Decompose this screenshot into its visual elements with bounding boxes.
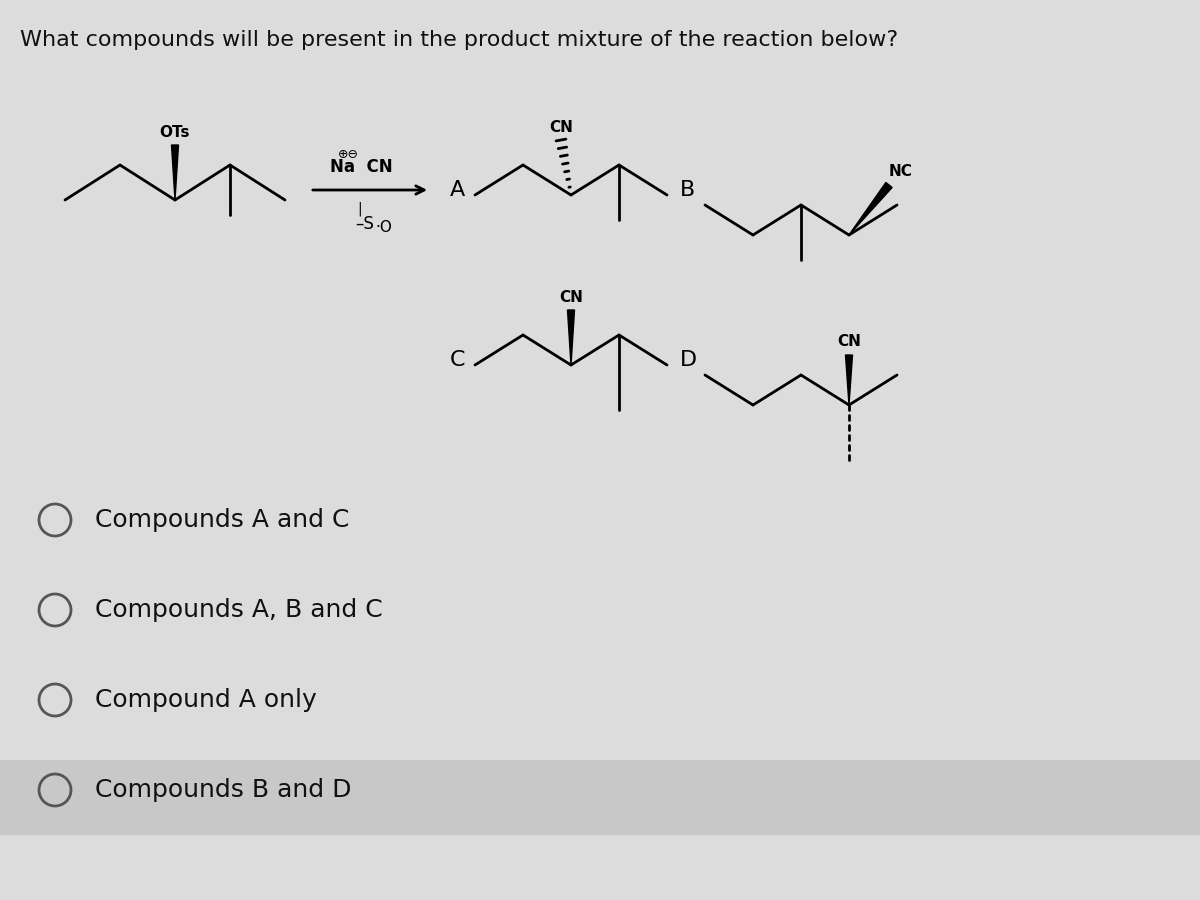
Text: B: B [680,180,695,200]
Text: A: A [450,180,466,200]
Text: Compounds B and D: Compounds B and D [95,778,352,802]
Text: OTs: OTs [160,125,191,140]
Polygon shape [846,355,852,405]
Text: CN: CN [559,290,583,305]
Polygon shape [850,183,892,235]
Text: CN: CN [550,120,572,135]
Text: Na  CN: Na CN [330,158,392,176]
Text: CN: CN [838,334,860,349]
Text: What compounds will be present in the product mixture of the reaction below?: What compounds will be present in the pr… [20,30,898,50]
Polygon shape [568,310,575,365]
Text: NC: NC [889,164,913,179]
Text: ·O: ·O [374,220,392,235]
Text: |: | [358,202,362,217]
Text: C: C [450,350,466,370]
Text: –S: –S [355,215,374,233]
Text: D: D [680,350,697,370]
Text: Compounds A, B and C: Compounds A, B and C [95,598,383,622]
Text: Compound A only: Compound A only [95,688,317,712]
Text: ⊕⊖: ⊕⊖ [338,148,359,161]
Polygon shape [172,145,179,200]
Text: Compounds A and C: Compounds A and C [95,508,349,532]
FancyBboxPatch shape [0,760,1200,835]
